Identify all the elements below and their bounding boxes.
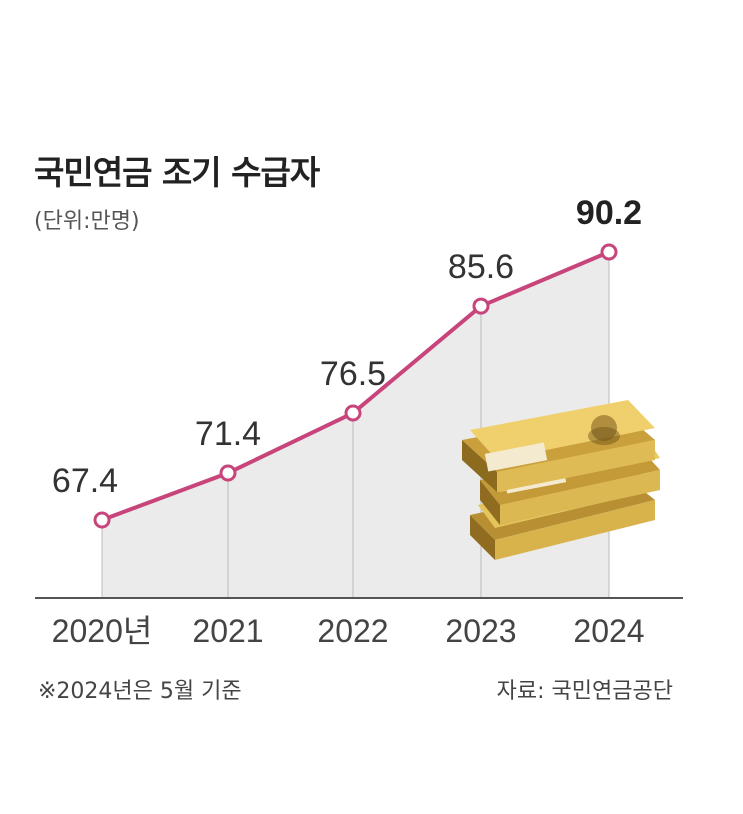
x-tick-label: 2023 [445, 613, 516, 649]
data-label: 67.4 [52, 462, 118, 500]
data-point [219, 464, 237, 482]
x-tick-label: 2022 [317, 613, 388, 649]
data-label: 85.6 [448, 248, 514, 286]
data-point [93, 511, 111, 529]
money-illustration [462, 400, 660, 560]
data-label: 76.5 [320, 355, 386, 393]
x-tick-label: 2024 [573, 613, 644, 649]
x-tick-label: 2021 [192, 613, 263, 649]
x-axis-ticks: 2020년 2021 2022 2023 2024 [52, 260, 645, 649]
data-point [600, 243, 618, 261]
chart-title: 국민연금 조기 수급자 [34, 153, 320, 192]
data-label: 90.2 [576, 194, 642, 232]
data-points [93, 243, 618, 529]
footnote: ※2024년은 5월 기준 [38, 679, 242, 704]
x-tick-label: 2020년 [52, 613, 153, 649]
unit-label: (단위:만명) [34, 209, 140, 234]
data-point [344, 404, 362, 422]
value-labels: 67.4 71.4 76.5 85.6 90.2 [52, 194, 642, 500]
source-note: 자료: 국민연금공단 [496, 679, 673, 704]
data-point [472, 297, 490, 315]
area-fill [102, 252, 609, 598]
banknote-bundle-icon [462, 400, 655, 492]
data-label: 71.4 [195, 415, 261, 453]
